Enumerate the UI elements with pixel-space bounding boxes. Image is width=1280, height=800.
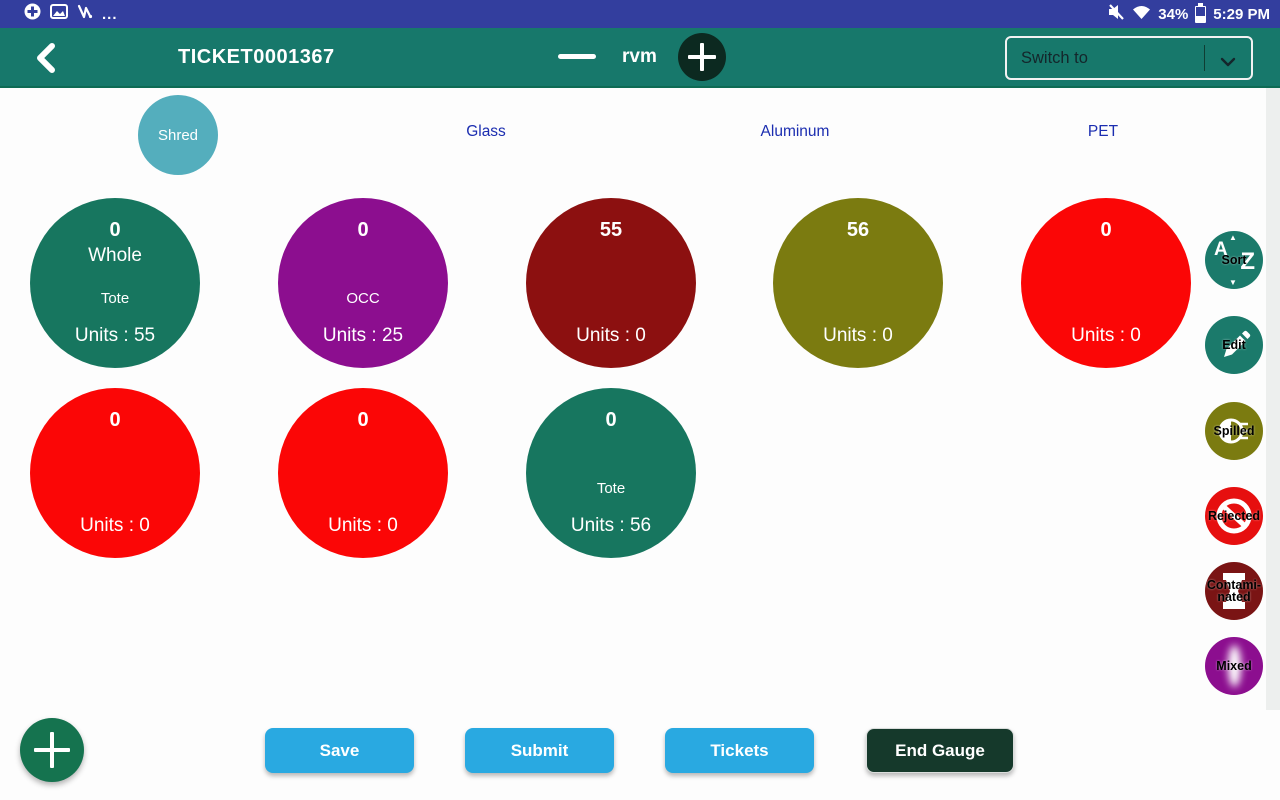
gauge-sublabel: Tote xyxy=(100,290,130,307)
column-glass-label: Glass xyxy=(466,123,506,140)
gauge-circle-whole-tote[interactable]: 0 Whole Tote Units : 55 xyxy=(30,198,200,368)
switch-to-label: Switch to xyxy=(1021,49,1088,67)
mixed-button[interactable]: Mixed xyxy=(1205,637,1263,695)
edit-button[interactable]: Edit xyxy=(1205,316,1263,374)
gauge-count: 56 xyxy=(846,219,870,241)
sort-az-icon: ▲ A Z ▼ xyxy=(1214,233,1255,287)
gauge-circle-aluminum[interactable]: 56 Units : 0 xyxy=(773,198,943,368)
end-gauge-button[interactable]: End Gauge xyxy=(866,728,1014,773)
mixed-label: Mixed xyxy=(1216,659,1252,673)
save-button[interactable]: Save xyxy=(265,728,414,773)
gauge-circle[interactable]: 0 Units : 0 xyxy=(278,388,448,558)
contaminated-label: Contami-nated xyxy=(1206,578,1262,604)
wifi-icon xyxy=(1132,5,1151,24)
back-button[interactable] xyxy=(30,42,64,74)
mute-icon xyxy=(1107,4,1125,24)
rejected-label: Rejected xyxy=(1207,509,1261,523)
gauge-count: 0 xyxy=(109,219,121,241)
gauge-count: 0 xyxy=(109,409,121,431)
increment-button[interactable] xyxy=(678,33,726,81)
column-pet-label: PET xyxy=(1087,123,1119,140)
sort-label: Sort xyxy=(1221,253,1247,267)
submit-button[interactable]: Submit xyxy=(465,728,614,773)
gauge-circle-occ[interactable]: 0 OCC Units : 25 xyxy=(278,198,448,368)
column-shred[interactable]: Shred xyxy=(138,95,218,175)
gauge-circle[interactable]: 0 Units : 0 xyxy=(30,388,200,558)
spilled-label: Spilled xyxy=(1213,424,1255,438)
gauge-count: 0 xyxy=(605,409,617,431)
gauge-count: 0 xyxy=(357,219,369,241)
status-more: ... xyxy=(102,5,118,23)
gauge-units: Units : 0 xyxy=(823,325,893,346)
rejected-button[interactable]: Rejected xyxy=(1205,487,1263,545)
gauge-units: Units : 56 xyxy=(570,515,652,536)
decrement-button[interactable] xyxy=(558,54,596,59)
dropdown-divider xyxy=(1204,45,1205,71)
status-bar: ... 34% 5:29 PM xyxy=(0,0,1280,28)
spilled-button[interactable]: Spilled xyxy=(1205,402,1263,460)
column-aluminum-label: Aluminum xyxy=(760,123,830,140)
main-content: Shred Glass Aluminum PET 0 Whole Tote Un… xyxy=(0,88,1280,800)
status-time: 5:29 PM xyxy=(1213,5,1270,23)
gauge-count: 55 xyxy=(599,219,623,241)
contaminated-button[interactable]: Contami-nated xyxy=(1205,562,1263,620)
image-icon xyxy=(50,4,68,24)
battery-icon xyxy=(1195,2,1207,23)
gauge-circle-tote[interactable]: 0 Tote Units : 56 xyxy=(526,388,696,558)
switch-to-dropdown[interactable]: Switch to xyxy=(1005,36,1253,80)
vibrate-icon xyxy=(77,3,93,25)
gauge-label: Whole xyxy=(88,245,142,266)
prohibition-icon xyxy=(1205,487,1263,545)
tickets-button[interactable]: Tickets xyxy=(665,728,814,773)
sort-button[interactable]: ▲ A Z ▼ Sort xyxy=(1205,231,1263,289)
chevron-down-icon xyxy=(1220,54,1236,72)
gauge-units: Units : 0 xyxy=(1071,325,1141,346)
gauge-count: 0 xyxy=(1100,219,1112,241)
plus-circle-icon xyxy=(24,3,41,25)
app-header: TICKET0001367 rvm Switch to xyxy=(0,28,1280,88)
gauge-units: Units : 0 xyxy=(328,515,398,536)
ticket-title: TICKET0001367 xyxy=(178,46,335,68)
gauge-circle-glass[interactable]: 55 Units : 0 xyxy=(526,198,696,368)
spilled-icon xyxy=(1205,402,1263,460)
mixed-icon xyxy=(1205,637,1263,695)
gauge-units: Units : 0 xyxy=(576,325,646,346)
machine-name: rvm xyxy=(622,46,657,67)
gauge-sublabel: OCC xyxy=(346,290,380,307)
battery-percent: 34% xyxy=(1158,5,1189,23)
gauge-count: 0 xyxy=(357,409,369,431)
scrollbar-track[interactable] xyxy=(1266,88,1280,710)
pencil-icon xyxy=(1205,316,1263,374)
gauge-units: Units : 0 xyxy=(80,515,150,536)
contaminated-icon xyxy=(1205,562,1263,620)
edit-label: Edit xyxy=(1222,338,1246,352)
gauge-circle-pet[interactable]: 0 Units : 0 xyxy=(1021,198,1191,368)
add-fab-button[interactable] xyxy=(20,718,84,782)
gauge-units: Units : 55 xyxy=(74,325,156,346)
column-shred-label: Shred xyxy=(157,126,199,144)
gauge-sublabel: Tote xyxy=(596,480,626,497)
gauge-units: Units : 25 xyxy=(322,325,404,346)
